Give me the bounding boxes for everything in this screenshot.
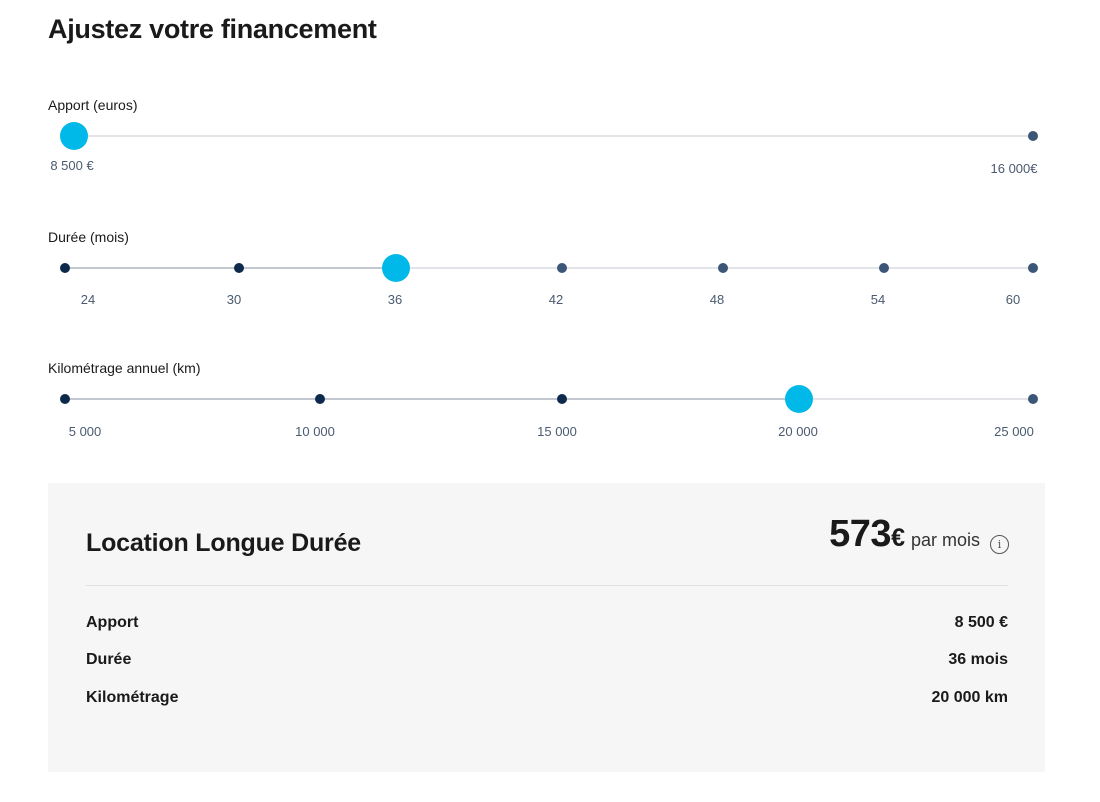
km-dot-25000[interactable] (1028, 394, 1038, 404)
summary-row-label: Kilométrage (86, 689, 179, 706)
summary-title: Location Longue Durée (86, 529, 361, 557)
km-tick-label: 10 000 (295, 424, 335, 439)
duree-track-fill (64, 267, 396, 269)
monthly-price: 573 € par mois i (829, 513, 1009, 556)
apport-slider-label: Apport (euros) (48, 97, 138, 113)
apport-min-label: 8 500 € (50, 158, 94, 173)
duree-tick-label: 30 (226, 292, 242, 307)
duree-tick-label: 42 (548, 292, 564, 307)
km-dot-10000[interactable] (315, 394, 325, 404)
duree-slider-thumb[interactable] (382, 254, 410, 282)
km-slider-track[interactable] (60, 385, 1038, 413)
duree-tick-label: 54 (870, 292, 886, 307)
apport-slider-thumb[interactable] (60, 122, 88, 150)
km-tick-label: 5 000 (68, 424, 102, 439)
km-tick-label: 25 000 (994, 424, 1034, 439)
summary-row-apport: Apport 8 500 € (86, 614, 1008, 632)
summary-row-kilometrage: Kilométrage 20 000 km (86, 689, 1008, 707)
duree-slider-label: Durée (mois) (48, 229, 129, 245)
apport-max-label: 16 000€ (990, 161, 1038, 176)
km-dot-15000[interactable] (557, 394, 567, 404)
duree-dot-30[interactable] (234, 263, 244, 273)
price-amount: 573 (829, 513, 892, 555)
duree-slider-track[interactable] (60, 254, 1038, 282)
price-period: par mois (910, 530, 980, 550)
km-tick-label: 20 000 (778, 424, 818, 439)
duree-tick-label: 24 (80, 292, 96, 307)
info-icon[interactable]: i (990, 535, 1009, 554)
summary-row-value: 36 mois (948, 651, 1008, 668)
summary-row-label: Durée (86, 651, 132, 668)
km-track-fill (64, 398, 799, 400)
duree-dot-42[interactable] (557, 263, 567, 273)
apport-slider-track[interactable] (60, 122, 1038, 150)
duree-dot-54[interactable] (879, 263, 889, 273)
duree-tick-label: 48 (709, 292, 725, 307)
page-title: Ajustez votre financement (48, 14, 377, 44)
km-slider-thumb[interactable] (785, 385, 813, 413)
duree-dot-24[interactable] (60, 263, 70, 273)
summary-panel: Location Longue Durée 573 € par mois i A… (48, 483, 1045, 772)
km-slider-label: Kilométrage annuel (km) (48, 360, 201, 376)
duree-dot-60[interactable] (1028, 263, 1038, 273)
price-currency: € (891, 524, 905, 552)
summary-row-duree: Durée 36 mois (86, 651, 1008, 669)
duree-tick-label: 36 (387, 292, 403, 307)
summary-row-value: 20 000 km (931, 689, 1008, 706)
km-dot-5000[interactable] (60, 394, 70, 404)
summary-divider (86, 585, 1008, 586)
summary-row-label: Apport (86, 614, 139, 631)
duree-dot-48[interactable] (718, 263, 728, 273)
duree-tick-label: 60 (1005, 292, 1021, 307)
km-tick-label: 15 000 (537, 424, 577, 439)
apport-max-dot (1028, 131, 1038, 141)
summary-row-value: 8 500 € (954, 614, 1008, 631)
